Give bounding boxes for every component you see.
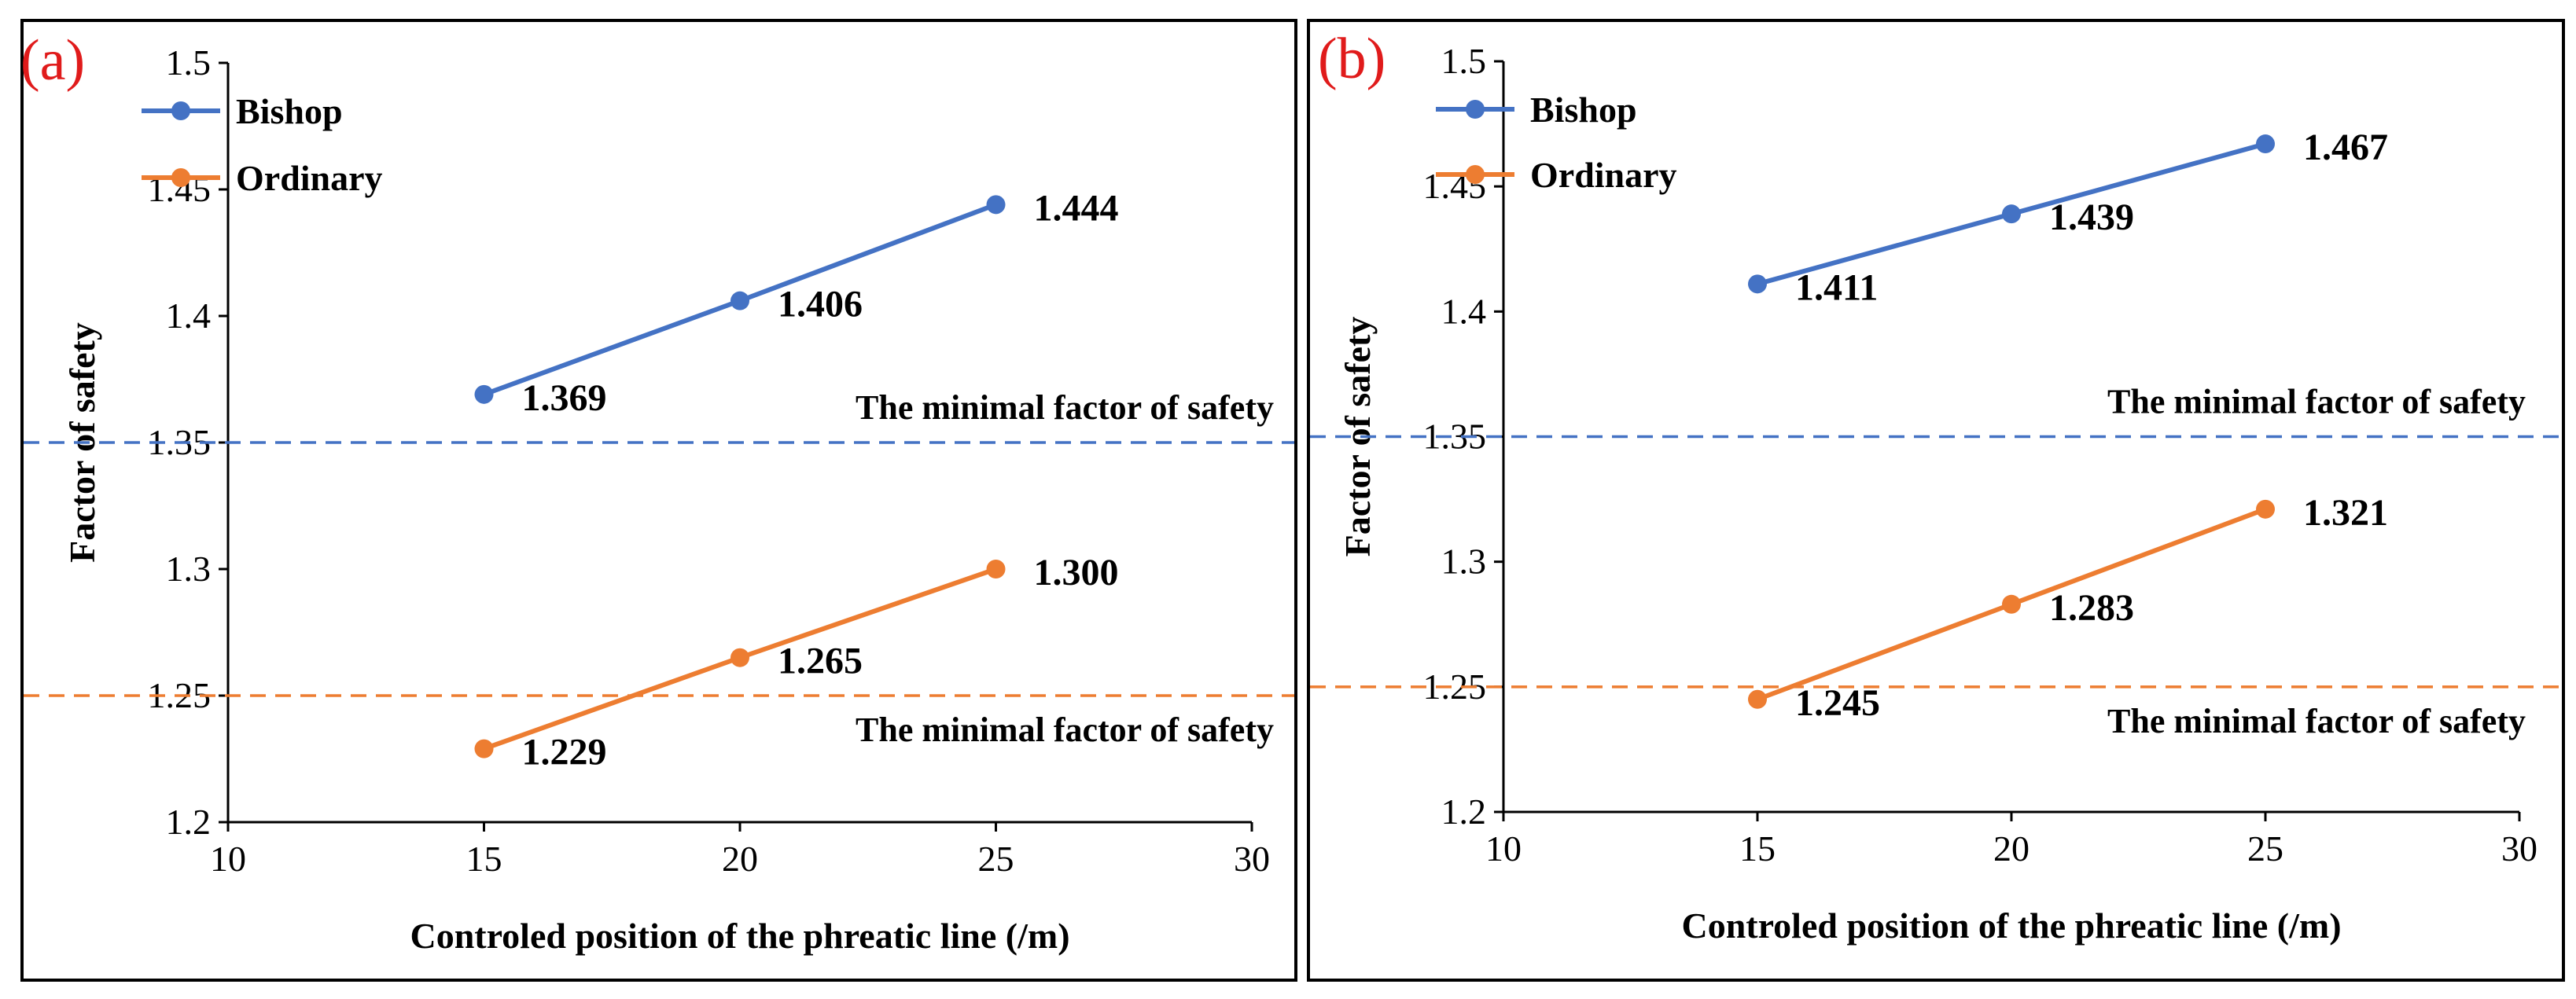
x-tick-label: 15 xyxy=(466,839,502,879)
data-label: 1.439 xyxy=(2049,196,2134,238)
legend-marker-ordinary xyxy=(171,168,190,187)
x-tick-label: 10 xyxy=(210,839,246,879)
y-tick-label: 1.2 xyxy=(1441,791,1487,832)
data-point-ordinary xyxy=(986,560,1006,578)
chart-a-svg: (a)1.21.251.31.351.41.451.510 15 20 25 30Con… xyxy=(20,28,1294,956)
data-point-bishop xyxy=(1748,274,1767,294)
legend-marker-bishop xyxy=(171,101,190,120)
y-tick-label: 1.3 xyxy=(166,549,212,589)
data-label: 1.283 xyxy=(2049,587,2134,629)
y-tick-label: 1.5 xyxy=(166,42,212,83)
y-tick-label: 1.3 xyxy=(1441,542,1487,582)
data-point-bishop xyxy=(2002,204,2021,224)
x-axis-label: Controled position of the phreatic line … xyxy=(410,916,1069,956)
x-tick-label: 10 xyxy=(1485,828,1522,869)
panel-letter: (b) xyxy=(1318,27,1386,91)
data-point-ordinary xyxy=(1748,689,1767,709)
legend-marker-bishop xyxy=(1466,100,1485,119)
panel-letter: (a) xyxy=(20,28,85,93)
legend-label-bishop: Bishop xyxy=(236,91,343,131)
data-label: 1.300 xyxy=(1034,552,1119,593)
data-point-bishop xyxy=(986,195,1006,215)
chart-b-svg: (b)1.21.251.31.351.41.451.510 15 20 25 30Con… xyxy=(1310,27,2562,946)
data-point-bishop xyxy=(2256,134,2275,154)
x-tick-label: 20 xyxy=(1993,828,2030,869)
data-label: 1.265 xyxy=(778,641,863,682)
data-point-ordinary xyxy=(2002,594,2021,614)
y-tick-label: 1.5 xyxy=(1441,41,1487,81)
min-safety-label: The minimal factor of safety xyxy=(856,388,1274,427)
data-label: 1.321 xyxy=(2303,492,2388,534)
x-tick-label: 30 xyxy=(2501,828,2537,869)
data-label: 1.467 xyxy=(2303,127,2388,168)
y-tick-label: 1.4 xyxy=(1441,291,1487,331)
legend-label-bishop: Bishop xyxy=(1530,90,1637,130)
data-label: 1.369 xyxy=(522,377,607,419)
min-safety-label: The minimal factor of safety xyxy=(856,711,1274,749)
min-safety-label: The minimal factor of safety xyxy=(2107,702,2526,740)
data-label: 1.444 xyxy=(1034,187,1119,229)
x-tick-label: 25 xyxy=(978,839,1014,879)
data-label: 1.406 xyxy=(778,284,863,325)
x-axis-label: Controled position of the phreatic line … xyxy=(1681,905,2341,946)
y-tick-label: 1.2 xyxy=(166,802,212,842)
chart-panel-a: (a) 1.2 1.25 1.3 1.35 1.4 1.45 1.5 10 15 20 25 30 Con… xyxy=(20,19,1297,982)
data-point-ordinary xyxy=(2256,499,2275,519)
y-tick-label: 1.4 xyxy=(166,296,212,336)
x-tick-label: 30 xyxy=(1234,839,1270,879)
data-label: 1.245 xyxy=(1795,682,1880,724)
data-point-ordinary xyxy=(730,648,749,667)
x-tick-label: 20 xyxy=(722,839,758,879)
legend-label-ordinary: Ordinary xyxy=(236,158,383,198)
legend-marker-ordinary xyxy=(1466,165,1485,184)
data-label: 1.411 xyxy=(1795,266,1878,308)
data-point-bishop xyxy=(474,384,494,404)
x-tick-label: 25 xyxy=(2247,828,2283,869)
legend-label-ordinary: Ordinary xyxy=(1530,155,1677,195)
min-safety-label: The minimal factor of safety xyxy=(2107,383,2526,421)
chart-panel-b: (b) 1.2 1.25 1.3 1.35 1.4 1.45 1.5 10 15 20 25 30 Con… xyxy=(1307,19,2565,982)
data-point-bishop xyxy=(730,291,749,310)
data-label: 1.229 xyxy=(522,732,607,773)
x-tick-label: 15 xyxy=(1739,828,1776,869)
data-point-ordinary xyxy=(474,739,494,758)
